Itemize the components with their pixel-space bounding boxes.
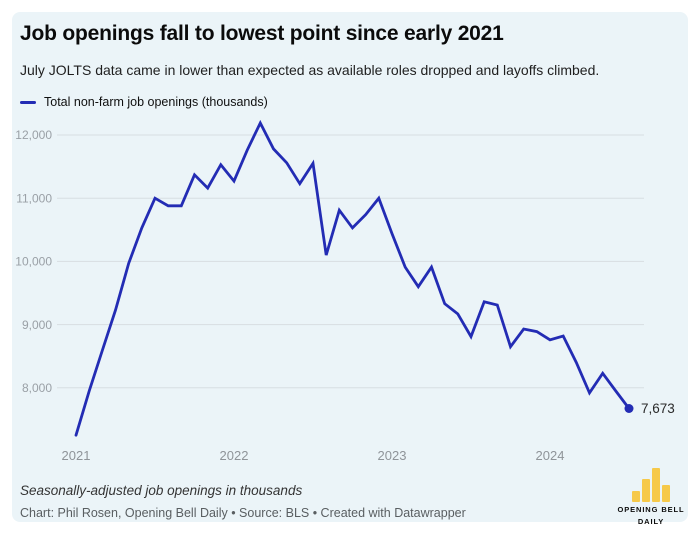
y-tick-label: 12,000 — [15, 128, 52, 142]
y-tick-label: 11,000 — [16, 191, 52, 205]
series-line — [74, 119, 631, 437]
x-tick-label: 2022 — [220, 448, 249, 463]
end-point-dot — [624, 404, 634, 413]
chart-subtitle: July JOLTS data came in lower than expec… — [20, 62, 600, 78]
chart-card — [12, 12, 688, 522]
legend-label: Total non-farm job openings (thousands) — [44, 95, 268, 109]
x-tick-label: 2023 — [378, 448, 407, 463]
legend: Total non-farm job openings (thousands) — [20, 95, 268, 109]
end-value-label: 7,673 — [641, 401, 675, 416]
legend-line-icon — [20, 100, 36, 104]
opening-bell-daily-logo: OPENING BELL DAILY — [606, 468, 696, 526]
logo-text-line1: OPENING BELL — [617, 505, 685, 514]
x-tick-label: 2024 — [536, 448, 565, 463]
y-tick-label: 8,000 — [22, 381, 52, 395]
chart-note: Seasonally-adjusted job openings in thou… — [20, 483, 303, 498]
logo-bars-icon — [606, 468, 696, 502]
logo-text-line2: DAILY — [637, 517, 665, 526]
x-tick-label: 2021 — [62, 448, 91, 463]
y-tick-label: 9,000 — [22, 318, 52, 332]
y-tick-label: 10,000 — [15, 255, 52, 269]
chart-byline: Chart: Phil Rosen, Opening Bell Daily • … — [20, 506, 466, 520]
chart-title: Job openings fall to lowest point since … — [20, 22, 504, 45]
